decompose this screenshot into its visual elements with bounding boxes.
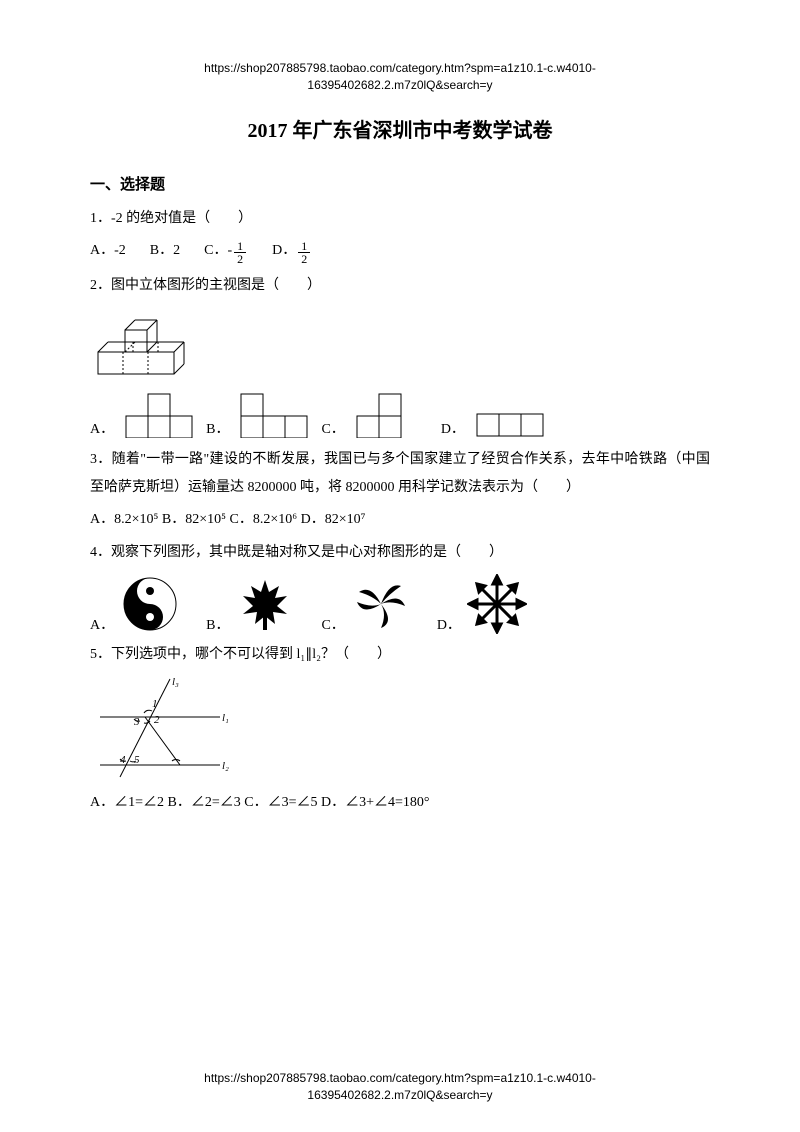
question-4: 4．观察下列图形，其中既是轴对称又是中心对称图形的是（ ） [90, 540, 710, 567]
q2-label-c: C． [321, 418, 344, 438]
q1-opt-d: D． 1 2 [272, 238, 312, 265]
svg-text:3: 3 [133, 716, 140, 728]
pinwheel-icon [351, 574, 411, 634]
q2-options-row: A． B． C． D． [90, 390, 710, 438]
header-url-2: 16395402682.2.m7z0lQ&search=y [307, 78, 492, 92]
section-1-heading: 一、选择题 [90, 173, 710, 194]
q1-opt-a: A．-2 [90, 238, 126, 265]
q2-view-c [351, 390, 411, 438]
q2-label-d: D． [441, 418, 465, 438]
question-3: 3．随着"一带一路"建设的不断发展，我国已与多个国家建立了经贸合作关系，去年中哈… [90, 446, 710, 501]
q1-opt-b: B．2 [150, 238, 180, 265]
footer-url-2: 16395402682.2.m7z0lQ&search=y [307, 1088, 492, 1102]
fraction-half: 1 2 [298, 240, 310, 265]
question-5: 5．下列选项中，哪个不可以得到 l₁∥l₂？（ ） [90, 642, 710, 669]
q4-label-c: C． [321, 614, 344, 634]
yin-yang-icon [120, 574, 180, 634]
header-url: https://shop207885798.taobao.com/categor… [90, 60, 710, 94]
question-1: 1．-2 的绝对值是（ ） [90, 206, 710, 233]
svg-text:l₃: l₃ [172, 676, 179, 688]
q4-label-a: A． [90, 614, 114, 634]
q5-lines-figure: l₁ l₂ l₃ 1 2 3 4 5 [90, 675, 240, 785]
q1-opt-c: C．- 1 2 [204, 238, 248, 265]
svg-text:l₁: l₁ [222, 712, 229, 724]
q2-label-a: A． [90, 418, 114, 438]
svg-text:1: 1 [152, 698, 158, 710]
page-title: 2017 年广东省深圳市中考数学试卷 [90, 114, 710, 143]
q4-label-d: D． [437, 614, 461, 634]
svg-text:5: 5 [134, 754, 140, 766]
q3-options: A．8.2×10⁵ B．82×10⁵ C．8.2×10⁶ D．82×10⁷ [90, 507, 710, 534]
question-2: 2．图中立体图形的主视图是（ ） [90, 273, 710, 300]
q2-3d-figure [90, 305, 210, 377]
svg-text:2: 2 [154, 714, 160, 726]
maple-leaf-icon [235, 574, 295, 634]
q5-options: A．∠1=∠2 B．∠2=∠3 C．∠3=∠5 D．∠3+∠4=180° [90, 790, 710, 817]
footer-url: https://shop207885798.taobao.com/categor… [0, 1070, 800, 1104]
q4-label-b: B． [206, 614, 229, 634]
snowflake-icon [467, 574, 527, 634]
q2-view-d [471, 408, 551, 438]
fraction-neg-half: 1 2 [234, 240, 246, 265]
q2-view-a [120, 390, 200, 438]
header-url-1: https://shop207885798.taobao.com/categor… [204, 61, 596, 75]
q1-options: A．-2 B．2 C．- 1 2 D． 1 2 [90, 238, 710, 265]
footer-url-1: https://shop207885798.taobao.com/categor… [204, 1071, 596, 1085]
q2-label-b: B． [206, 418, 229, 438]
q4-options-row: A． B． C． D． [90, 574, 710, 634]
svg-text:l₂: l₂ [222, 760, 229, 772]
q2-view-b [235, 390, 315, 438]
